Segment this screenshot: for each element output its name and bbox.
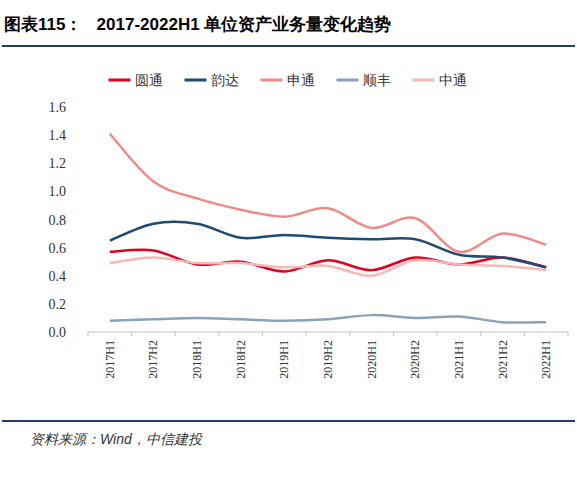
legend-label: 中通 [439, 72, 467, 88]
legend-label: 申通 [287, 72, 315, 88]
x-tick [524, 332, 525, 336]
x-tick-label: 2019H1 [277, 340, 291, 379]
y-tick-label: 1.0 [49, 184, 67, 199]
y-tick-label: 1.6 [49, 100, 67, 115]
y-tick-label: 0.6 [49, 241, 67, 256]
y-tick-label: 0.0 [49, 325, 67, 340]
x-tick-label: 2021H1 [452, 340, 466, 379]
legend-label: 韵达 [211, 72, 239, 88]
x-tick [480, 332, 481, 336]
x-tick [218, 332, 219, 336]
y-tick [85, 219, 88, 220]
series-line [110, 257, 546, 275]
y-tick-label: 0.8 [49, 213, 67, 228]
series-line [110, 315, 546, 322]
legend-label: 圆通 [135, 72, 163, 88]
legend-swatch [185, 79, 207, 82]
x-axis [88, 332, 568, 333]
x-tick [349, 332, 350, 336]
x-tick [306, 332, 307, 336]
x-tick [568, 332, 569, 336]
chart: 图表115： 2017-2022H1 单位资产业务量变化趋势 0.0 0.2 0.4 0… [0, 0, 577, 491]
source: 资料来源：Wind，中信建投 [30, 431, 204, 447]
legend-swatch [261, 79, 283, 82]
x-tick [175, 332, 176, 336]
y-tick [85, 303, 88, 304]
y-tick [85, 163, 88, 164]
y-tick [85, 191, 88, 192]
x-tick [393, 332, 394, 336]
x-tick [88, 332, 89, 336]
x-tick-label: 2020H2 [408, 340, 422, 379]
y-tick [85, 247, 88, 248]
x-tick [131, 332, 132, 336]
y-tick [85, 135, 88, 136]
source-rule [2, 420, 575, 422]
legend-swatch [109, 79, 131, 82]
y-tick [85, 107, 88, 108]
y-tick-label: 1.4 [49, 128, 67, 143]
y-range [88, 107, 89, 332]
y-tick-label: 0.4 [49, 269, 67, 284]
legend-swatch [337, 79, 359, 82]
y-tick-label: 0.2 [49, 297, 67, 312]
series-group [110, 134, 546, 323]
series-line [110, 134, 546, 252]
x-tick-label: 2018H2 [234, 340, 248, 379]
y-tick [85, 275, 88, 276]
legend-swatch [413, 79, 435, 82]
x-tick-label: 2019H2 [321, 340, 335, 379]
x-tick [262, 332, 263, 336]
x-tick-label: 2017H1 [103, 340, 117, 379]
x-tick-label: 2018H1 [190, 340, 204, 379]
title-rule [2, 45, 575, 47]
legend-label: 顺丰 [363, 72, 391, 88]
x-tick-label: 2022H1 [539, 340, 553, 379]
x-tick-label: 2021H2 [496, 340, 510, 379]
x-tick-label: 2017H2 [146, 340, 160, 379]
title: 图表115： 2017-2022H1 单位资产业务量变化趋势 [4, 15, 391, 34]
x-tick [437, 332, 438, 336]
x-tick-label: 2020H1 [365, 340, 379, 379]
y-tick-label: 1.2 [49, 156, 67, 171]
